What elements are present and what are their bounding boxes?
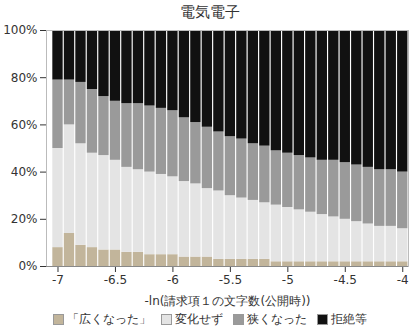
svg-text:20%: 20% bbox=[11, 212, 38, 226]
svg-text:-5.5: -5.5 bbox=[219, 273, 242, 287]
html-text:変化せず: 変化せず bbox=[175, 312, 223, 326]
svg-text:-6: -6 bbox=[167, 273, 179, 287]
svg-text:-5: -5 bbox=[282, 273, 294, 287]
html-text:「広くなった」: 「広くなった」 bbox=[67, 312, 151, 326]
svg-text:0%: 0% bbox=[18, 259, 37, 273]
svg-text:100%: 100% bbox=[3, 23, 37, 37]
svg-text:80%: 80% bbox=[11, 71, 38, 85]
html-text:拒絶等: 拒絶等 bbox=[331, 312, 367, 326]
svg-text:40%: 40% bbox=[11, 165, 38, 179]
svg-text:-4: -4 bbox=[397, 273, 409, 287]
html-text:電気電子: 電気電子 bbox=[180, 3, 240, 21]
svg-text:-7: -7 bbox=[52, 273, 64, 287]
svg-text:60%: 60% bbox=[11, 118, 38, 132]
html-text:狭くなった: 狭くなった bbox=[247, 312, 307, 326]
svg-text:-4.5: -4.5 bbox=[334, 273, 357, 287]
svg-text:-ln(請求項１の文字数(公開時)): -ln(請求項１の文字数(公開時)) bbox=[145, 294, 311, 308]
svg-text:-6.5: -6.5 bbox=[104, 273, 127, 287]
